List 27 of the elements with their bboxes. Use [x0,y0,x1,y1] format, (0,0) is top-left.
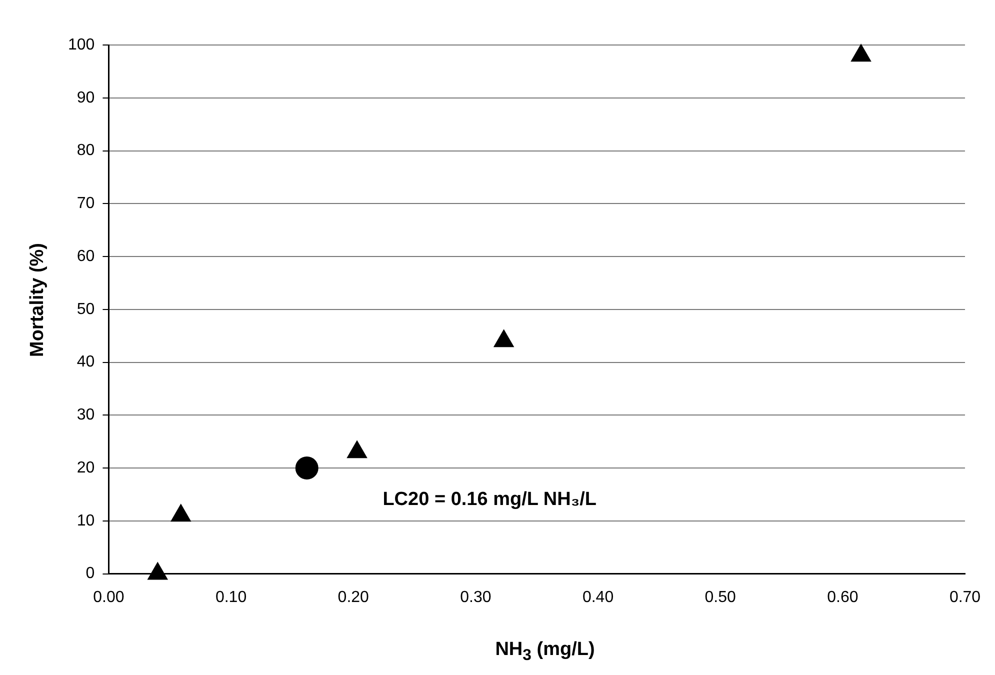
y-tick-label: 60 [76,248,95,265]
annotation: LC20 = 0.16 mg/L NH₃/L [382,489,597,512]
point [347,440,368,458]
point [170,504,191,522]
point [148,562,168,580]
x-tick-label: 0.40 [582,588,614,606]
y-tick-label: 50 [76,300,95,318]
x-tick-label: 0.10 [215,588,247,606]
y-tick-label: 70 [76,195,95,212]
point [850,44,872,62]
y-axis-title: Mortality (%) [27,243,49,357]
x-tick-label: 0.30 [460,588,492,606]
y-tick-label: 30 [76,406,95,424]
y-tick-label: 40 [76,354,95,371]
y-tick-label: 10 [76,512,95,530]
x-tick-label: 0.20 [338,588,370,606]
x-axis-title: NH$_{3}$ (mg/L) [495,639,595,665]
y-tick-label: 20 [76,459,95,476]
x-tick-label: 0.70 [949,588,981,606]
x-tick-label: 0.50 [704,588,736,606]
x-tick-label: 0.00 [93,588,124,606]
y-tick-label: 0 [86,565,95,582]
y-tick-label: 90 [76,89,95,106]
x-tick-label: 0.60 [827,588,858,606]
point [494,330,514,348]
y-tick-label: 80 [76,142,95,160]
y-tick-label: 100 [68,36,95,54]
